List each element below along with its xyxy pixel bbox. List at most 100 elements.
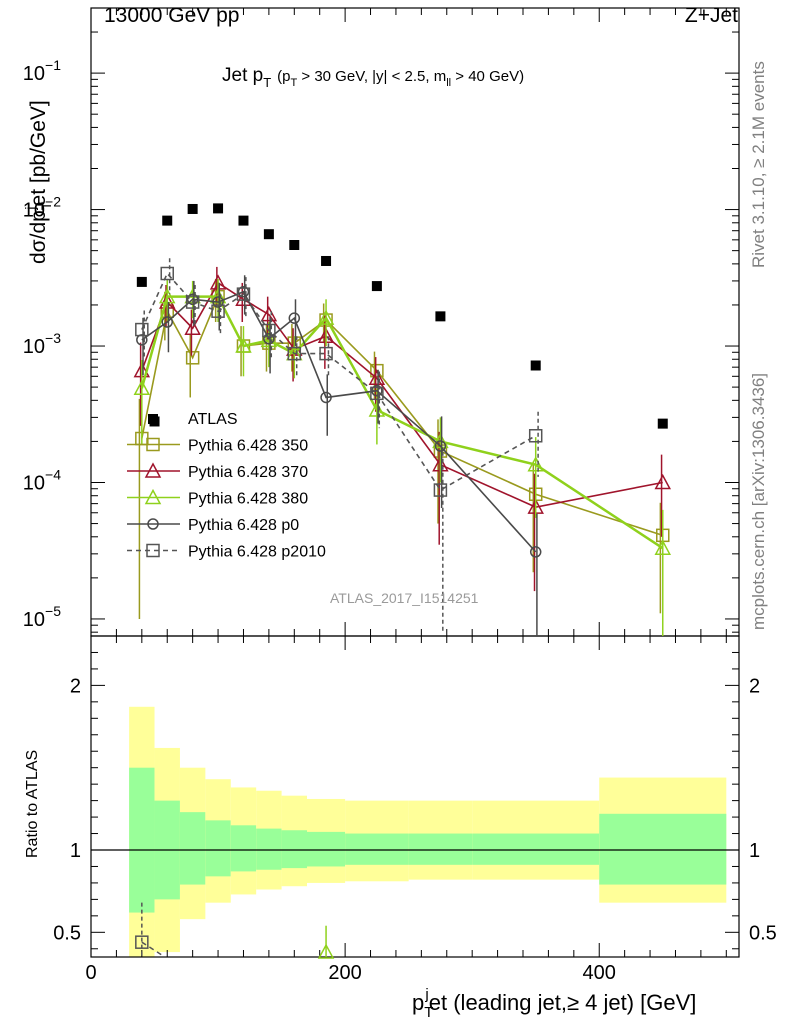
ylabel-sub: T [38, 201, 54, 210]
legend-marker [146, 437, 160, 452]
data-point [371, 281, 382, 292]
data-point [433, 483, 448, 497]
inner-band-bin [256, 828, 282, 870]
legend-label: Pythia 6.428 p2010 [188, 544, 326, 561]
data-point [657, 418, 668, 429]
ylabel-a: dσ/dp [27, 210, 50, 264]
y-tick-label: 10−1 [23, 57, 61, 85]
legend-entry: Pythia 6.428 p2010 [127, 544, 326, 561]
series-line [141, 281, 663, 508]
data-point [289, 239, 300, 250]
inner-band-bin [408, 833, 473, 865]
mcplots-label: mcplots.cern.ch [arXiv:1306.3436] [749, 372, 768, 630]
legend-entry: ATLAS [148, 411, 238, 428]
main-plot-series [133, 203, 672, 636]
data-point [432, 432, 449, 449]
inner-band-bin [345, 833, 409, 865]
series-line [141, 294, 664, 537]
series-atlas [136, 203, 668, 429]
rivet-version-label: Rivet 3.1.10, ≥ 2.1M events [749, 61, 768, 268]
main-plot-axes: 10−510−410−310−210−1 [23, 7, 740, 637]
legend-entry: Pythia 6.428 p0 [127, 517, 299, 534]
ratio-series-pythia-6-428-380 [317, 925, 335, 959]
title-cuts-a: (p [277, 68, 290, 85]
inner-band-bin [205, 820, 231, 877]
inner-band-bin [129, 767, 155, 913]
inner-band-bin [281, 830, 307, 869]
data-point [368, 369, 386, 386]
main-plot-frame [90, 7, 740, 637]
data-point [211, 304, 225, 318]
series-line [141, 290, 537, 553]
x-tick-label: 0 [85, 962, 96, 984]
y-tick-label: 10−4 [23, 466, 61, 494]
data-point [260, 331, 278, 348]
y-tick-label: 10−3 [23, 330, 61, 358]
data-point [263, 229, 274, 240]
inner-band-bin [599, 813, 727, 885]
data-point [654, 539, 672, 555]
title-cuts-b: > 30 GeV, |y| < 2.5, m [297, 68, 446, 85]
data-point [162, 215, 173, 226]
ratio-y-tick-label-right: 1 [749, 840, 760, 862]
analysis-watermark: ATLAS_2017_I1514251 [330, 590, 479, 606]
data-point [136, 276, 147, 287]
data-point [160, 266, 174, 281]
main-plot-title: Jet pT (pT > 30 GeV, |y| < 2.5, mll > 40 … [222, 65, 524, 90]
data-point [370, 363, 384, 378]
x-tick-label: 200 [328, 962, 361, 984]
data-point [185, 295, 200, 309]
data-point [236, 287, 251, 301]
series-pythia-6-428-380 [133, 278, 672, 636]
legend-label: Pythia 6.428 p0 [188, 517, 299, 534]
x-axis-label: pTjet (leading jet,≥ 4 jet) [GeV] [412, 986, 696, 1021]
title-cuts-sub-a: T [291, 77, 298, 89]
inner-band-bin [307, 831, 346, 867]
data-point [320, 391, 332, 404]
xlabel-sub: T [424, 1004, 433, 1021]
legend-label: Pythia 6.428 370 [188, 464, 308, 481]
x-tick-label: 400 [583, 962, 616, 984]
title-main: Jet p [222, 65, 263, 86]
ratio-plot-series [135, 902, 335, 959]
main-y-axis-label: dσ/dpTjet [pb/GeV] [22, 100, 54, 264]
data-point [212, 296, 224, 308]
data-point [263, 333, 275, 345]
xlabel-a: p [412, 990, 424, 1015]
legend-label: Pythia 6.428 380 [188, 491, 308, 508]
legend-marker [144, 488, 162, 505]
data-point [321, 255, 332, 266]
data-point [287, 346, 302, 361]
data-point [529, 546, 542, 558]
data-point [319, 346, 333, 361]
legend-marker [146, 543, 160, 558]
legend-label: ATLAS [188, 411, 238, 428]
legend-entry: Pythia 6.428 370 [127, 462, 308, 481]
ratio-point [135, 935, 149, 949]
legend-marker [144, 462, 162, 478]
data-point [262, 323, 276, 338]
data-point [528, 429, 543, 443]
data-point [135, 322, 149, 337]
ylabel-b: et [pb/GeV] [27, 100, 50, 206]
data-point [260, 306, 278, 322]
ratio-y-axis-label: Ratio to ATLAS [24, 750, 41, 858]
inner-band-bin [472, 833, 600, 865]
title-cuts-sub-b: ll [446, 77, 451, 89]
xlabel-sup: j [424, 986, 428, 1003]
ratio-point [317, 943, 335, 959]
legend: ATLAS Pythia 6.428 350 Pythia 6.428 370 Pyt… [127, 411, 326, 561]
ylabel-sup: j [22, 206, 38, 210]
data-point [435, 311, 446, 322]
data-point [238, 215, 249, 226]
inner-band-bin [230, 825, 257, 872]
ratio-plot-frame [90, 635, 740, 958]
energy-label: 13000 GeV pp [104, 4, 240, 27]
series-line [141, 272, 537, 492]
data-point [527, 456, 544, 472]
data-point [213, 203, 224, 214]
data-point [185, 351, 200, 365]
ratio-series-pythia-6-428-p2010 [135, 902, 149, 957]
ratio-uncertainty-bands [129, 706, 727, 957]
